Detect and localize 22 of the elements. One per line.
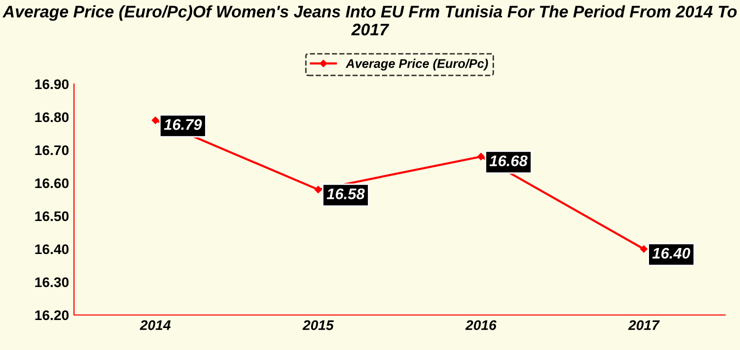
x-tick-label: 2014 <box>140 320 171 330</box>
point <box>152 116 160 124</box>
y-tick-label: 16.30 <box>35 277 69 288</box>
data-label: 16.40 <box>652 248 690 259</box>
x-tick-label: 2015 <box>302 320 334 330</box>
data-label: 16.79 <box>164 119 202 130</box>
y-tick-label: 16.60 <box>35 178 69 188</box>
data-label: 16.68 <box>490 155 528 166</box>
data-label: 16.58 <box>326 188 365 200</box>
y-tick-label: 16.20 <box>35 310 69 320</box>
chart-title: Average Price (Euro/Pc)Of Women's Jeans Into EU Frm Tunisia For The Period From 2014 To 2017 <box>2 5 737 36</box>
y-tick-label: 16.70 <box>35 145 69 156</box>
point <box>640 245 648 253</box>
y-tick-label: 16.80 <box>35 112 69 122</box>
y-tick-label: 16.40 <box>35 244 69 254</box>
x-tick-label: 2017 <box>628 320 660 330</box>
point <box>314 186 322 194</box>
legend-label: Average Price (Euro/Pc) <box>346 58 488 70</box>
x-tick-label: 2016 <box>465 320 497 330</box>
y-tick-label: 16.50 <box>35 211 69 222</box>
point <box>477 152 485 160</box>
y-tick-label: 16.90 <box>35 79 69 90</box>
